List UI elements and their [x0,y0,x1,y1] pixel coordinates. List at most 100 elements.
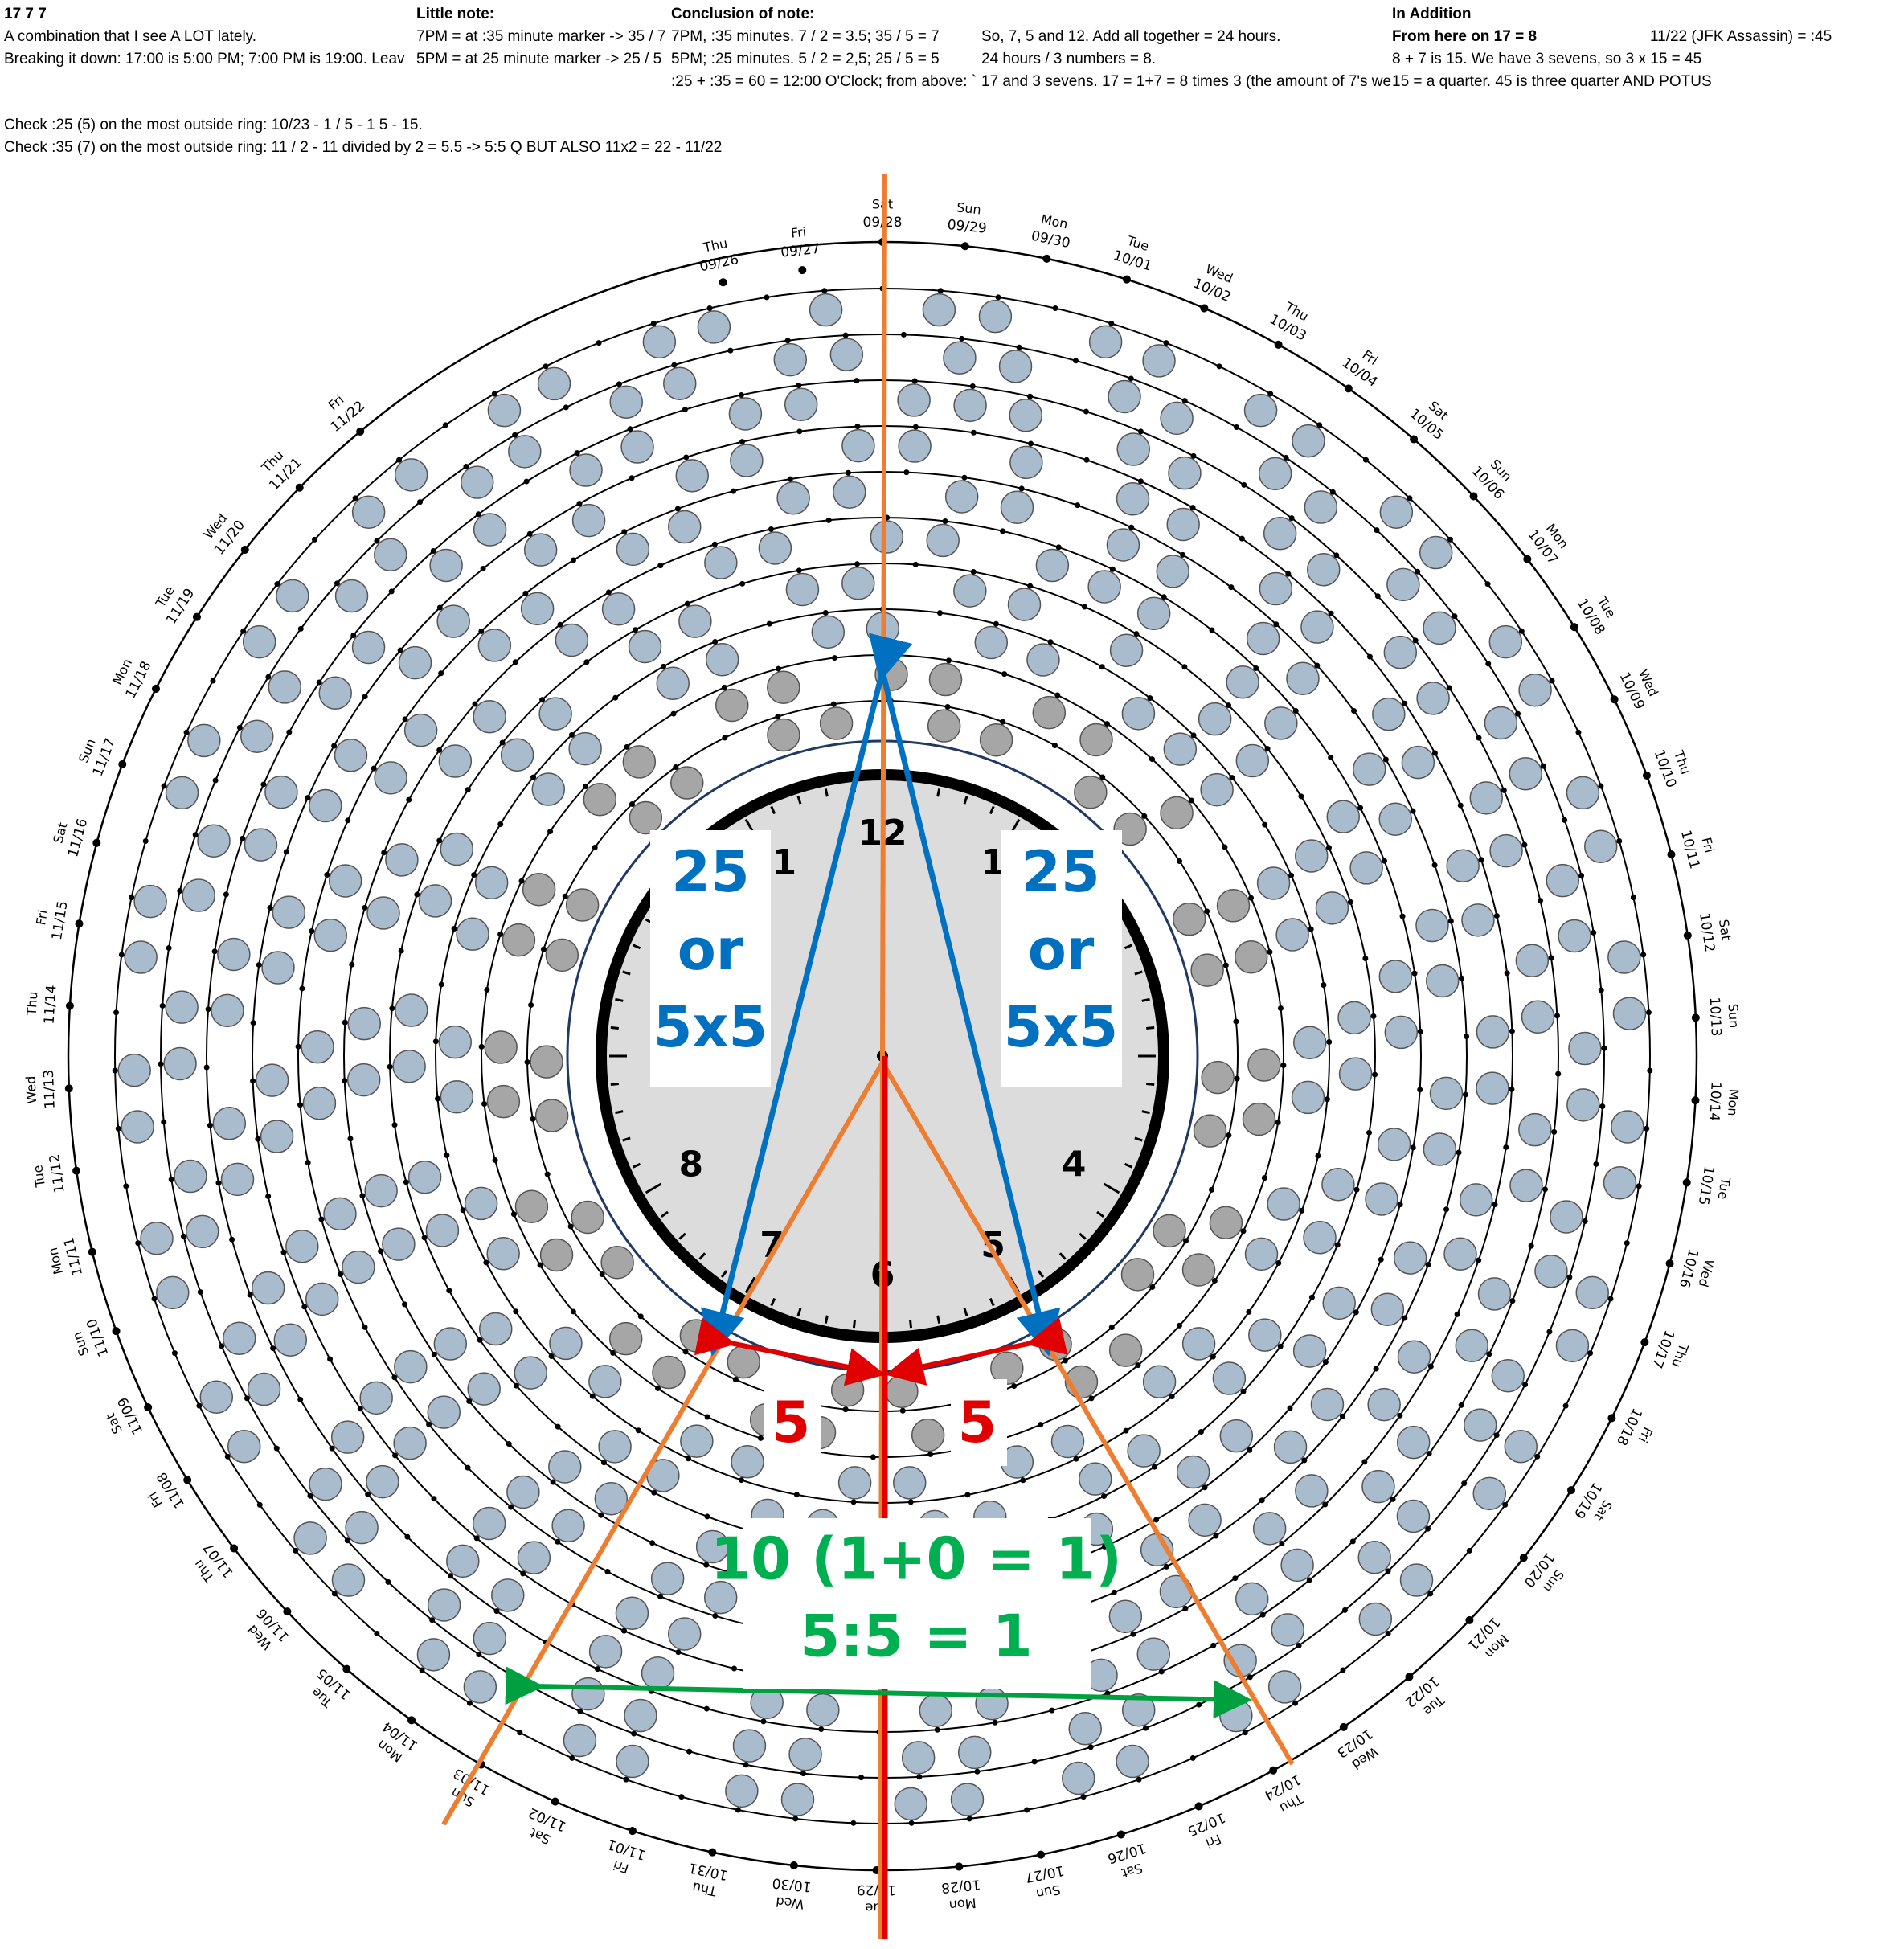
ring-dot [1340,1667,1346,1673]
ring-dot [822,610,829,616]
date-disc [893,1466,927,1500]
ring-dot [792,1816,799,1822]
ring-dot [475,511,481,518]
ring-dot [210,678,216,684]
date-disc [1399,1563,1434,1597]
date-disc [731,1445,764,1479]
ring-dot [1279,1540,1285,1546]
date-disc [1607,940,1641,974]
ring-dot [616,381,622,387]
date-disc [806,1693,840,1727]
ring-dot [1099,774,1106,780]
date-disc [767,670,800,705]
ring-dot [1598,987,1604,993]
date-disc [1258,457,1292,491]
ring-dot [518,878,525,884]
day-dot [92,838,101,847]
ring-dot [682,1349,689,1355]
date-disc [773,342,808,377]
ring-dot [196,1402,203,1409]
ring-dot [1349,1538,1356,1545]
date-disc [330,1420,365,1454]
date-disc [1160,401,1194,436]
ring-dot [621,1628,628,1634]
date-disc [1476,1015,1510,1049]
date-disc [165,990,199,1024]
ring-dot [1321,982,1327,989]
ring-dot [1180,551,1186,558]
ring-dot [1181,398,1188,404]
ring-dot [623,1776,629,1783]
day-dot [240,545,249,554]
date-disc [1243,393,1278,428]
ring-dot [1325,845,1332,851]
date-disc [1300,610,1334,644]
date-disc [398,645,432,680]
annotation: 5x5 [653,994,768,1060]
ring-dot [224,1453,231,1460]
ring-dot [1607,1296,1614,1302]
ring-dot [385,1578,391,1585]
ring-dot [657,563,664,569]
ring-dot [403,1179,409,1185]
date-disc [302,1086,337,1120]
ring-dot [1147,695,1153,702]
ring-dot [1616,838,1623,845]
note: 7PM, :35 minutes. 7 / 2 = 3.5; 35 / 5 = … [671,28,940,45]
ring-dot [309,927,315,934]
ring-dot [739,439,746,445]
ring-dot [1431,750,1438,756]
day-dot [1410,435,1419,444]
ring-dot [1476,735,1482,741]
date-disc [809,293,843,327]
ring-dot [1277,1005,1284,1011]
date-disc [780,1783,815,1816]
date-disc [663,366,697,400]
ring-dot [432,1038,439,1045]
ring-dot [362,1324,368,1330]
date-disc [650,1562,685,1595]
day-dot [118,760,127,768]
note: 8 + 7 is 15. We have 3 sevens, so 3 x 15… [1392,51,1702,68]
ring-dot [349,961,355,968]
date-disc [1108,1599,1143,1634]
ring-dot [1575,729,1582,735]
blue-arrow [879,670,1061,1357]
ring-dot [476,1652,482,1658]
ring-dot [177,888,183,895]
ring-dot [1210,1353,1216,1360]
weekday: Wed [23,1075,39,1104]
ring-dot [466,1700,473,1706]
minute-tick [1096,1210,1104,1218]
date-disc [538,697,572,731]
ring-dot [678,1794,685,1800]
date-disc [1415,908,1449,943]
ring-dot [900,331,907,338]
ring-dot [1503,1144,1509,1150]
date-disc [331,1563,366,1597]
ring-dot [402,716,408,723]
date-disc [1292,1026,1327,1060]
day-dot [1465,1615,1474,1624]
ring-dot [316,679,322,686]
date-disc [514,1189,549,1223]
ring-dot [391,1374,398,1381]
date-disc [467,1372,501,1406]
date-disc [1476,1071,1509,1105]
date-disc [1322,1286,1356,1320]
date-disc [1079,723,1113,757]
ring-dot [493,1608,500,1615]
minute-tick [1134,1136,1143,1142]
ring-dot [444,1152,450,1158]
ring-dot [683,454,690,461]
date-disc [583,782,617,817]
ring-dot [682,407,688,413]
